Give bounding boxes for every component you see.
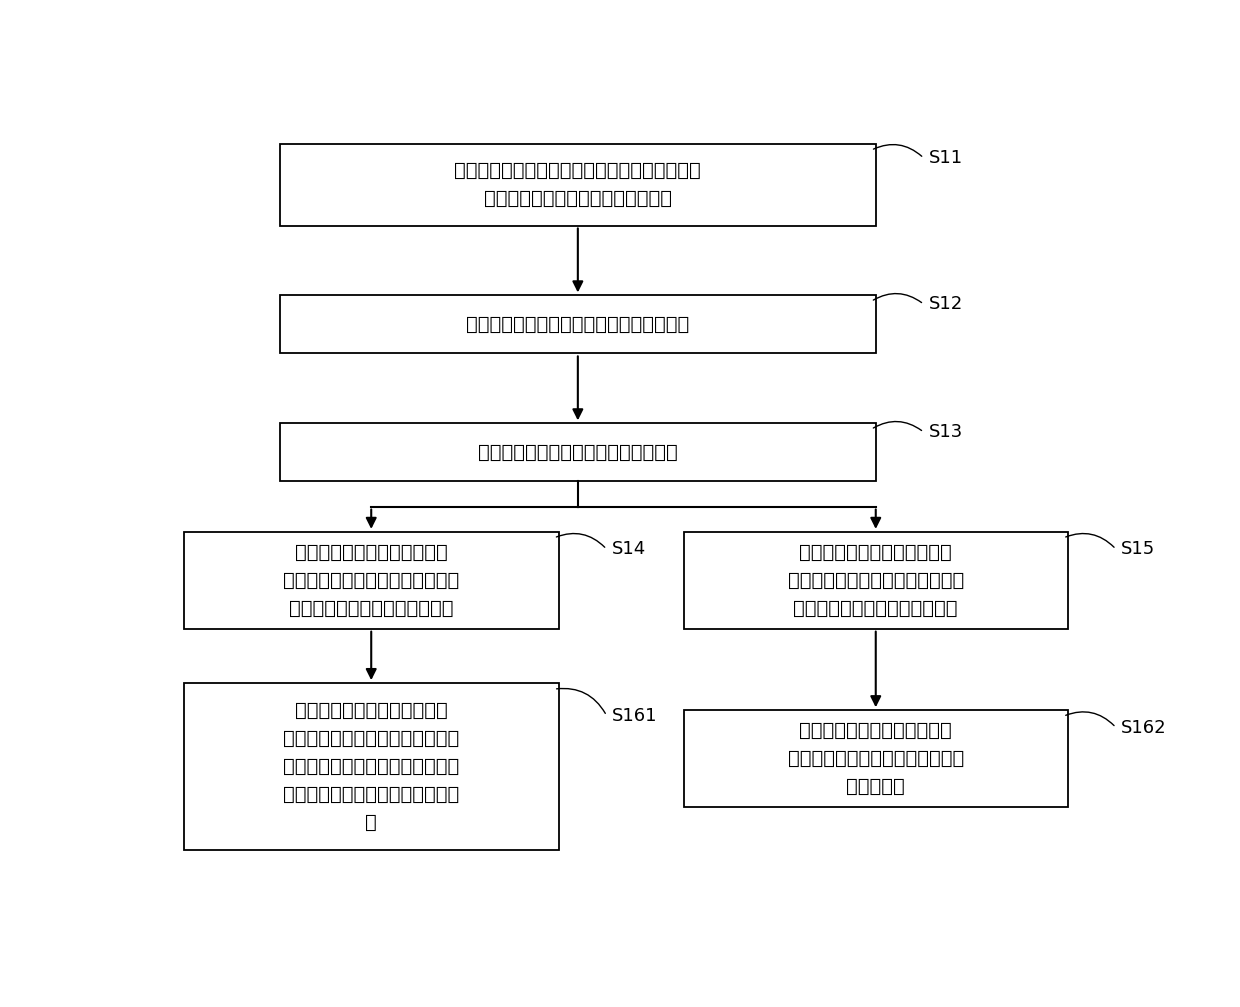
Text: 从所述各个节点中选择所述次数最高的节点: 从所述各个节点中选择所述次数最高的节点	[466, 315, 689, 334]
Text: S14: S14	[611, 540, 646, 558]
Bar	[184, 683, 558, 850]
Bar	[184, 532, 558, 628]
Text: 所述除所述选择出的所述节点
外的所述其他节点断开与所述真死
节点的连接: 所述除所述选择出的所述节点 外的所述其他节点断开与所述真死 节点的连接	[787, 721, 963, 797]
Text: S11: S11	[929, 149, 962, 167]
Text: S161: S161	[611, 707, 657, 725]
Bar	[280, 295, 875, 353]
Text: S162: S162	[1121, 719, 1167, 736]
Text: 获取预定时长内分布式集群系统中各个节点的被
其他节点判断为心跳检测超时的次数: 获取预定时长内分布式集群系统中各个节点的被 其他节点判断为心跳检测超时的次数	[455, 161, 701, 208]
Text: S12: S12	[929, 295, 962, 313]
Bar	[683, 710, 1068, 807]
Bar	[280, 423, 875, 481]
Bar	[280, 144, 875, 226]
Text: S15: S15	[1121, 540, 1154, 558]
Bar	[683, 532, 1068, 628]
Text: 当选择出的所述节点的网络连
接状态为断开时，生成判断结果为
：选择出的所述节点为真死节点: 当选择出的所述节点的网络连 接状态为断开时，生成判断结果为 ：选择出的所述节点为…	[787, 543, 963, 617]
Text: 获取选择出的所述节点的网络连接状态: 获取选择出的所述节点的网络连接状态	[477, 443, 678, 462]
Text: 所述除所述选择出的所述节点
外的所述其他节点停止给所述假死
节点分配任务；或者，停止等待所
述假死节点对已分配任务的反馈消
息: 所述除所述选择出的所述节点 外的所述其他节点停止给所述假死 节点分配任务；或者，…	[283, 701, 459, 832]
Text: 当选择出的所述节点的网络连
接状态为畅通时，生成判断结果为
：选择出的所述节点为假死节点: 当选择出的所述节点的网络连 接状态为畅通时，生成判断结果为 ：选择出的所述节点为…	[283, 543, 459, 617]
Text: S13: S13	[929, 423, 962, 441]
